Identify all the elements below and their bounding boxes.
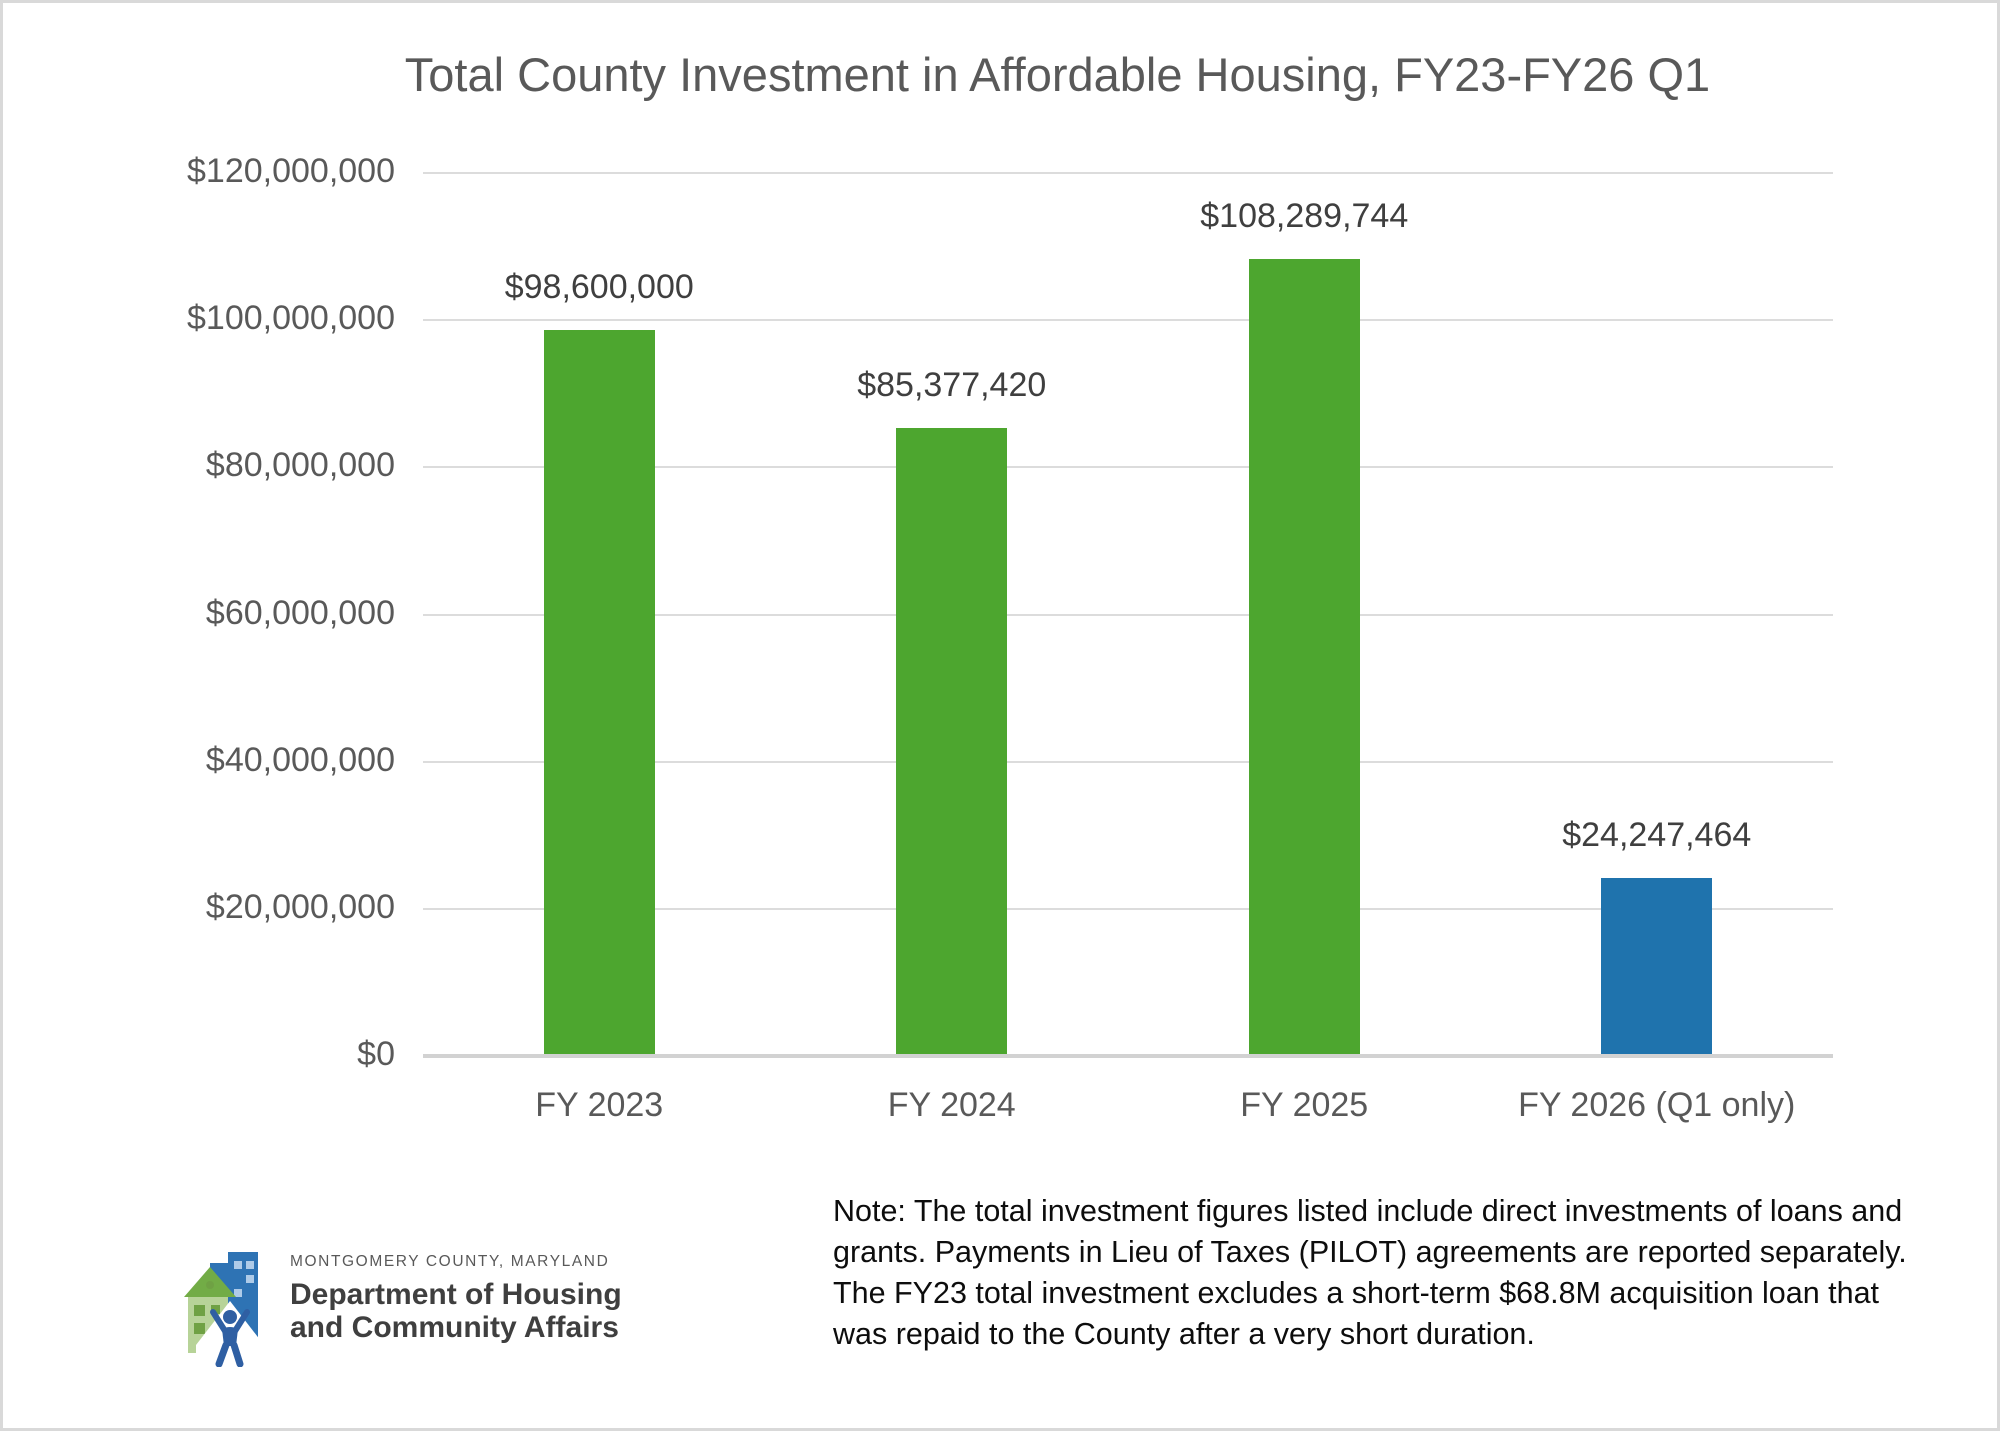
- bar-fy-2025: [1248, 259, 1360, 1056]
- value-label-fy-2023: $98,600,000: [504, 268, 694, 307]
- dhca-logo-text: MONTGOMERY COUNTY, MARYLAND Department o…: [290, 1245, 622, 1344]
- value-label-fy-2024: $85,377,420: [857, 365, 1047, 404]
- gridline: [423, 172, 1833, 174]
- x-tick-label-fy-2026-q1-only: FY 2026 (Q1 only): [1518, 1086, 1796, 1124]
- y-tick-label: $100,000,000: [187, 299, 395, 338]
- gridline: [423, 319, 1833, 322]
- y-tick-label: $0: [357, 1035, 395, 1073]
- y-tick-label: $60,000,000: [205, 593, 395, 632]
- logo-dept-line1: Department of Housing: [290, 1278, 622, 1311]
- logo-person-figure: [210, 1309, 250, 1367]
- gridline: [423, 760, 1833, 763]
- bar-fy-2024: [896, 427, 1008, 1056]
- y-tick-label: $80,000,000: [205, 446, 395, 485]
- x-tick-label-fy-2025: FY 2025: [1240, 1086, 1369, 1124]
- logo-county-line: MONTGOMERY COUNTY, MARYLAND: [290, 1253, 610, 1270]
- y-tick-label: $40,000,000: [205, 740, 395, 779]
- gridline: [423, 466, 1833, 469]
- bar-fy-2026-q1-only: [1601, 877, 1713, 1056]
- gridline: [423, 613, 1833, 616]
- x-tick-label-fy-2023: FY 2023: [535, 1086, 664, 1124]
- gridline: [423, 907, 1833, 910]
- x-tick-label-fy-2024: FY 2024: [887, 1086, 1016, 1124]
- footnote: Note: The total investment figures liste…: [833, 1194, 1907, 1351]
- y-tick-label: $120,000,000: [187, 152, 395, 190]
- dhca-logo-icon: [184, 1252, 264, 1367]
- value-label-fy-2025: $108,289,744: [1200, 197, 1409, 236]
- dhca-logo: MONTGOMERY COUNTY, MARYLAND Department o…: [184, 1245, 622, 1367]
- value-label-fy-2026-q1-only: $24,247,464: [1562, 815, 1752, 854]
- logo-dept-line2: and Community Affairs: [290, 1311, 619, 1344]
- bar-fy-2023: [543, 330, 655, 1056]
- bar-chart-plot-area: $98,600,000 $85,377,420 $108,289,744 $24,24…: [423, 172, 1833, 1058]
- x-axis-baseline: [423, 1054, 1833, 1058]
- y-tick-label: $20,000,000: [205, 887, 395, 926]
- chart-title: Total County Investment in Affordable Ho…: [404, 48, 1711, 101]
